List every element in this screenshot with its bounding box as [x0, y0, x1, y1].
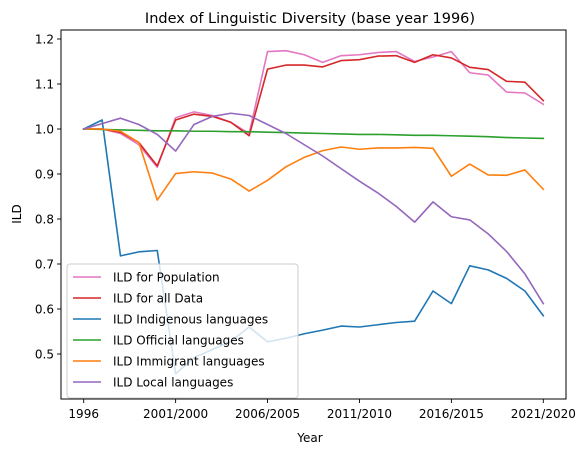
legend-label-2: ILD Indigenous languages — [113, 312, 268, 326]
x-tick-label: 2006/2005 — [235, 407, 300, 421]
legend: ILD for Population ILD for all Data ILD In… — [66, 263, 299, 399]
y-tick-label: 0.5 — [35, 347, 54, 361]
y-tick-label: 0.9 — [35, 167, 54, 181]
x-tick-label: 2001/2000 — [143, 407, 208, 421]
series-line-1 — [82, 53, 545, 167]
x-tick-label: 1996 — [68, 407, 99, 421]
axes-layer: 1996 2001/2000 2006/2005 2011/2010 2016/2015… — [35, 32, 576, 421]
series-line-3 — [82, 128, 545, 140]
chart-title: Index of Linguistic Diversity (base year… — [145, 11, 475, 27]
y-tick-label: 1.0 — [35, 122, 54, 136]
legend-label-0: ILD for Population — [113, 270, 220, 284]
y-axis-label: ILD — [10, 204, 24, 223]
x-tick-label: 2011/2010 — [327, 407, 392, 421]
x-tick-label: 2021/2020 — [511, 407, 576, 421]
x-tick-label: 2016/2015 — [419, 407, 484, 421]
legend-box — [66, 263, 299, 399]
y-tick-label: 1.1 — [35, 77, 54, 91]
y-tick-label: 1.2 — [35, 32, 54, 46]
x-axis-label: Year — [296, 431, 322, 445]
legend-label-3: ILD Official languages — [113, 333, 244, 347]
plot-frame — [60, 29, 567, 400]
series-line-5 — [82, 112, 545, 305]
legend-label-4: ILD Immigrant languages — [113, 354, 265, 368]
series-line-4 — [82, 128, 545, 201]
y-tick-label: 0.7 — [35, 257, 54, 271]
y-tick-label: 0.6 — [35, 302, 54, 316]
y-tick-label: 0.8 — [35, 212, 54, 226]
legend-label-1: ILD for all Data — [113, 291, 203, 305]
legend-label-5: ILD Local languages — [113, 375, 233, 389]
